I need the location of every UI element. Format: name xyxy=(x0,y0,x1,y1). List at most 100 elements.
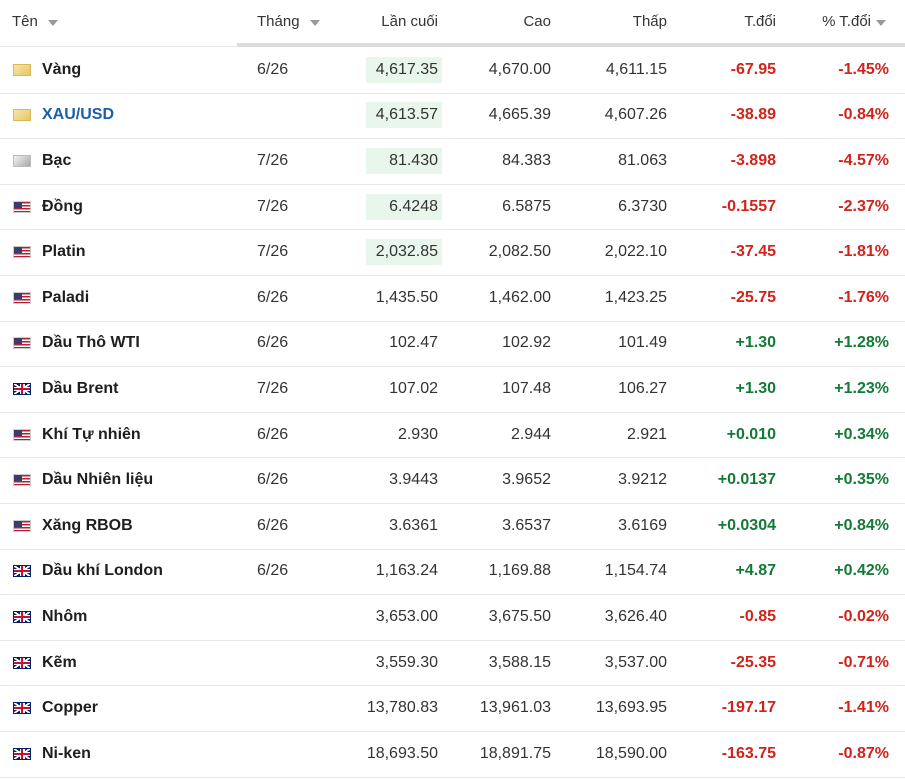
column-header[interactable]: T.đổi xyxy=(744,13,776,30)
cell-pct: -0.02% xyxy=(838,608,889,625)
cell-month: 7/26 xyxy=(257,152,289,169)
cell-last: 1,163.24 xyxy=(375,562,438,580)
instrument-name[interactable]: Platin xyxy=(42,243,86,261)
cell-low: 1,423.25 xyxy=(604,288,667,306)
cell-month: 6/26 xyxy=(257,516,289,534)
instrument-name[interactable]: Dầu Thô WTI xyxy=(42,334,140,352)
last-price-highlight xyxy=(366,102,442,129)
cell-low: 4,611.15 xyxy=(605,60,667,78)
cell-last: 4,613.57 xyxy=(375,106,438,124)
cell-pct: +0.35% xyxy=(834,471,889,489)
flag-icon xyxy=(13,702,31,715)
sort-arrow xyxy=(876,20,886,26)
cell-high: 1,169.88 xyxy=(488,562,551,580)
cell-high: 4,670.00 xyxy=(488,60,551,78)
cell-last: 81.430 xyxy=(389,152,438,169)
cell-last: 6.4248 xyxy=(389,197,438,215)
column-header[interactable]: Tháng xyxy=(257,13,300,30)
instrument-name[interactable]: Dầu Nhiên liệu xyxy=(42,471,154,489)
flag-icon xyxy=(13,474,31,487)
cell-month: 6/26 xyxy=(257,288,289,306)
cell-change: -197.17 xyxy=(721,699,776,717)
last-price-highlight xyxy=(366,193,442,220)
cell-pct: -2.37% xyxy=(838,197,889,215)
cell-high: 107.48 xyxy=(502,380,551,397)
cell-change: +0.0137 xyxy=(717,471,776,489)
cell-pct: -1.45% xyxy=(838,60,889,78)
flag-icon xyxy=(13,246,31,259)
cell-low: 18,590.00 xyxy=(595,744,667,762)
flag-icon xyxy=(13,63,31,76)
cell-high: 3,588.15 xyxy=(488,653,551,671)
cell-change: -25.75 xyxy=(730,288,776,306)
flag-icon xyxy=(13,611,31,623)
instrument-name[interactable]: Dầu khí London xyxy=(42,562,163,580)
last-price-highlight xyxy=(366,56,442,83)
flag-icon xyxy=(13,337,31,350)
cell-last: 13,780.83 xyxy=(366,699,438,717)
instrument-name[interactable]: Dầu Brent xyxy=(42,380,119,397)
flag-icon xyxy=(13,109,31,122)
row-border xyxy=(0,275,905,276)
cell-month: 7/26 xyxy=(257,380,289,397)
sort-arrow xyxy=(310,20,320,26)
row-border xyxy=(0,138,905,140)
cell-high: 2,082.50 xyxy=(488,243,551,261)
row-border xyxy=(0,92,905,94)
instrument-name[interactable]: Vàng xyxy=(42,60,82,78)
column-header[interactable]: % T.đổi xyxy=(822,13,871,30)
instrument-name[interactable]: Khí Tự nhiên xyxy=(42,425,141,443)
cell-low: 3.9212 xyxy=(618,471,667,489)
cell-low: 3,537.00 xyxy=(604,653,667,671)
cell-change: -25.35 xyxy=(730,653,776,671)
row-border xyxy=(0,639,905,641)
instrument-name[interactable]: Kẽm xyxy=(42,653,77,671)
cell-low: 13,693.95 xyxy=(595,699,667,717)
flag-icon xyxy=(13,291,31,304)
cell-high: 102.92 xyxy=(502,334,551,352)
column-header[interactable]: Cao xyxy=(523,13,551,30)
cell-change: -0.1557 xyxy=(721,197,776,215)
cell-pct: +1.23% xyxy=(834,380,889,397)
column-header[interactable]: Tên xyxy=(12,13,38,30)
cell-change: -163.75 xyxy=(721,744,776,762)
cell-high: 1,462.00 xyxy=(488,288,551,306)
instrument-name[interactable]: XAU/USD xyxy=(42,106,115,124)
flag-icon xyxy=(13,747,31,760)
cell-last: 3,559.30 xyxy=(375,653,438,671)
cell-pct: +0.42% xyxy=(834,562,889,580)
instrument-name[interactable]: Ni-ken xyxy=(42,744,91,762)
column-header[interactable]: Lần cuối xyxy=(381,13,438,30)
row-border xyxy=(0,366,905,368)
instrument-name[interactable]: Copper xyxy=(42,699,98,717)
column-header[interactable]: Thấp xyxy=(632,13,667,30)
instrument-name[interactable]: Paladi xyxy=(42,288,90,306)
cell-last: 3.9443 xyxy=(389,471,438,489)
cell-change: -38.89 xyxy=(730,106,776,124)
instrument-name[interactable]: Bạc xyxy=(42,152,72,169)
cell-low: 3,626.40 xyxy=(604,608,667,625)
cell-change: -67.95 xyxy=(730,60,776,78)
cell-high: 84.383 xyxy=(502,152,551,169)
instrument-name[interactable]: Xăng RBOB xyxy=(42,516,133,534)
row-border xyxy=(0,548,905,550)
cell-last: 18,693.50 xyxy=(366,744,438,762)
cell-change: +0.0304 xyxy=(717,516,776,534)
flag-icon xyxy=(13,519,31,532)
cell-high: 3.9652 xyxy=(502,471,551,489)
cell-pct: -1.81% xyxy=(838,243,889,261)
cell-change: -37.45 xyxy=(730,243,776,261)
cell-change: +0.010 xyxy=(726,425,776,443)
cell-change: +1.30 xyxy=(735,380,776,397)
row-border xyxy=(0,411,905,413)
cell-month: 7/26 xyxy=(257,197,289,215)
instrument-name[interactable]: Đồng xyxy=(42,197,83,215)
cell-last: 3,653.00 xyxy=(375,608,438,625)
cell-high: 2.944 xyxy=(510,425,551,443)
instrument-name[interactable]: Nhôm xyxy=(42,608,88,625)
cell-low: 106.27 xyxy=(618,380,667,397)
flag-icon xyxy=(13,428,31,441)
cell-pct: -0.71% xyxy=(838,653,889,671)
cell-high: 3.6537 xyxy=(502,516,551,534)
